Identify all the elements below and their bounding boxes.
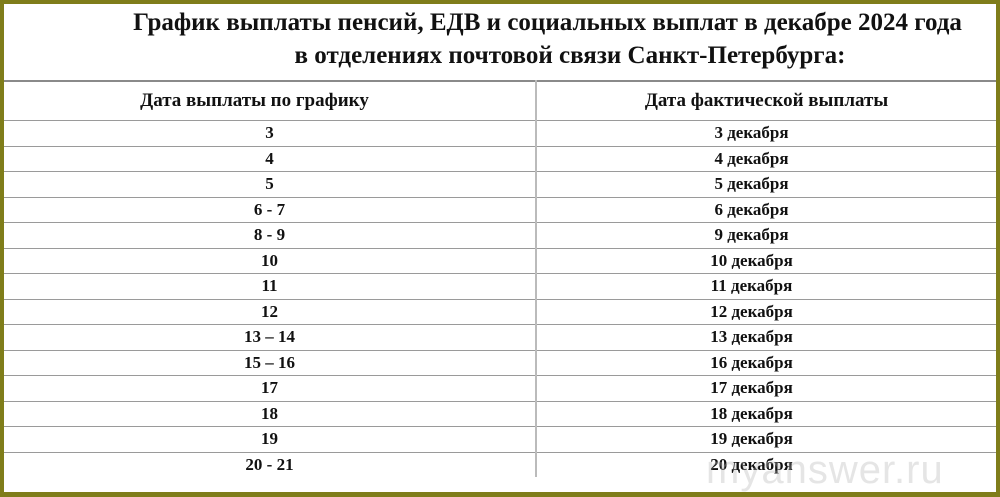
table-row: 15 – 16 16 декабря	[4, 349, 996, 376]
scheduled-date-cell: 10	[4, 247, 537, 274]
scheduled-date-cell: 13 – 14	[4, 324, 537, 350]
watermark: myanswer.ru	[706, 448, 944, 492]
title-line-1: График выплаты пенсий, ЕДВ и социальных …	[133, 9, 962, 36]
scheduled-date-cell: 12	[4, 298, 537, 325]
table-row: 19 19 декабря	[4, 426, 996, 452]
table-row: 13 – 14 13 декабря	[4, 324, 996, 350]
scheduled-date-cell: 11	[4, 273, 537, 299]
scheduled-date-cell: 15 – 16	[4, 349, 537, 376]
actual-date-cell: 3 декабря	[536, 120, 996, 146]
scheduled-date-cell: 20 - 21	[4, 451, 537, 477]
header-actual-date: Дата фактической выплаты	[536, 80, 996, 121]
actual-date-cell: 20 декабря	[536, 451, 996, 477]
scheduled-date-cell: 3	[4, 120, 537, 146]
scheduled-date-cell: 6 - 7	[4, 196, 537, 223]
scheduled-date-cell: 5	[4, 171, 537, 197]
actual-date-cell: 9 декабря	[536, 222, 996, 248]
scheduled-date-cell: 4	[4, 145, 537, 172]
scheduled-date-cell: 17	[4, 375, 537, 401]
table-header-row: Дата выплаты по графику Дата фактической…	[4, 80, 996, 121]
actual-date-cell: 17 декабря	[536, 375, 996, 401]
table-row: 17 17 декабря	[4, 375, 996, 401]
actual-date-cell: 18 декабря	[536, 400, 996, 427]
table-row: 20 - 21 20 декабря	[4, 451, 996, 477]
table-row: 11 11 декабря	[4, 273, 996, 299]
title-line-2: в отделениях почтовой связи Санкт-Петерб…	[294, 42, 846, 69]
actual-date-cell: 4 декабря	[536, 145, 996, 172]
actual-date-cell: 10 декабря	[536, 247, 996, 274]
document-title: График выплаты пенсий, ЕДВ и социальных …	[0, 6, 1000, 72]
scheduled-date-cell: 18	[4, 400, 537, 427]
actual-date-cell: 19 декабря	[536, 426, 996, 452]
actual-date-cell: 6 декабря	[536, 196, 996, 223]
actual-date-cell: 5 декабря	[536, 171, 996, 197]
scheduled-date-cell: 8 - 9	[4, 222, 537, 248]
table-row: 10 10 декабря	[4, 247, 996, 274]
actual-date-cell: 16 декабря	[536, 349, 996, 376]
actual-date-cell: 13 декабря	[536, 324, 996, 350]
actual-date-cell: 11 декабря	[536, 273, 996, 299]
actual-date-cell: 12 декабря	[536, 298, 996, 325]
header-scheduled-date: Дата выплаты по графику	[4, 80, 537, 121]
scheduled-date-cell: 19	[4, 426, 537, 452]
table-row: 12 12 декабря	[4, 298, 996, 325]
payment-schedule-table: Дата выплаты по графику Дата фактической…	[4, 80, 996, 477]
table-row: 18 18 декабря	[4, 400, 996, 427]
